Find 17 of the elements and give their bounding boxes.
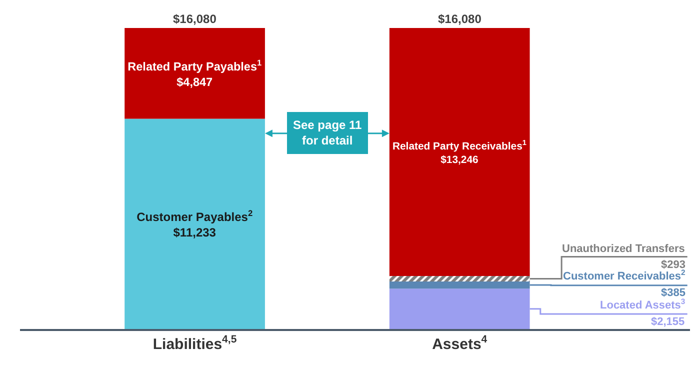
data-label: $2,155	[651, 316, 685, 328]
x-tick-label: Liabilities$^{4,5}$	[152, 333, 237, 353]
text: Located Assets$^{3}$	[600, 297, 686, 312]
annotation: See page 11 for detail	[293, 118, 362, 148]
data-label: $4,847	[176, 76, 214, 89]
x-tick-label: Assets$^{4}$	[432, 333, 488, 353]
data-label: $385	[661, 287, 686, 299]
text: Customer Receivables$^{2}$	[563, 268, 686, 283]
series-label: Customer Payables$^{2}$	[136, 208, 253, 224]
text: Unauthorized Transfers	[562, 243, 685, 255]
data-label: $11,233	[173, 226, 216, 240]
series-label: Related Party Payables$^{1}$	[128, 58, 262, 74]
data-label: $13,246	[440, 155, 479, 166]
total-label: $16,080	[173, 12, 217, 26]
series-label: Related Party Receivables$^{1}$	[392, 138, 526, 153]
data-label: $293	[661, 259, 686, 271]
total-label: $16,080	[438, 12, 482, 26]
